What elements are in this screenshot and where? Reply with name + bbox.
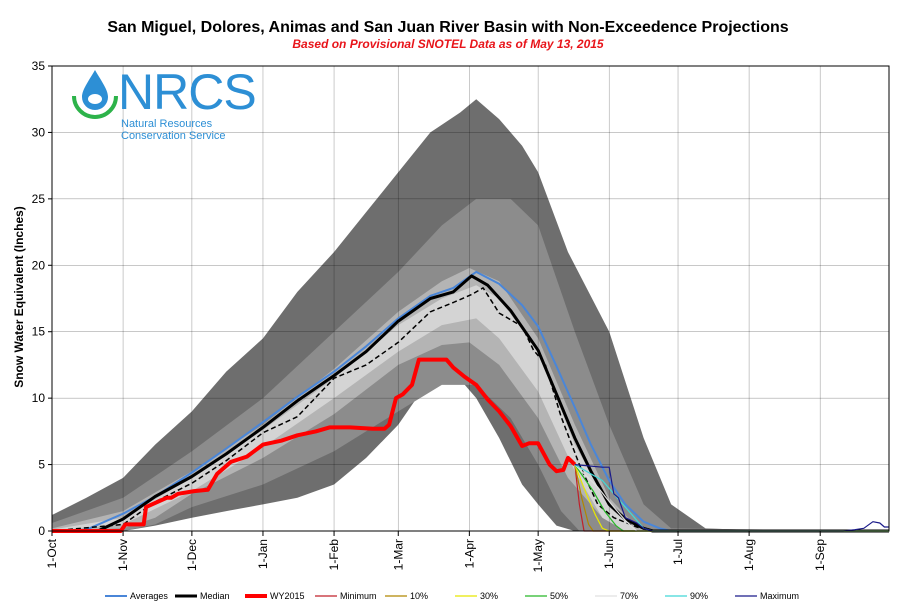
legend-item-wy2015: WY2015 — [245, 591, 305, 601]
y-tick-label: 20 — [32, 258, 46, 272]
legend-label: Maximum — [760, 591, 799, 601]
x-tick-label: 1-Aug — [742, 539, 756, 571]
y-tick-label: 5 — [38, 458, 45, 472]
legend-item-30-: 30% — [455, 591, 498, 601]
gridlines — [52, 66, 889, 531]
series-dashed-median-current-projection- — [51, 287, 889, 532]
legend-label: 10% — [410, 591, 428, 601]
legend-label: 30% — [480, 591, 498, 601]
y-tick-label: 25 — [32, 192, 46, 206]
legend-label: Minimum — [340, 591, 377, 601]
legend-label: 50% — [550, 591, 568, 601]
legend-item-minimum: Minimum — [315, 591, 377, 601]
legend-label: Median — [200, 591, 230, 601]
legend-item-70-: 70% — [595, 591, 638, 601]
chart-title: San Miguel, Dolores, Animas and San Juan… — [107, 19, 788, 36]
legend-item-10-: 10% — [385, 591, 428, 601]
plot-area: 0 5 10 15 20 25 30 35 1-Oct 1-Nov 1-Dec 1-Jan 1-Feb… — [32, 59, 890, 572]
y-axis: 0 5 10 15 20 25 30 35 — [32, 59, 52, 538]
legend-label: 70% — [620, 591, 638, 601]
y-tick-label: 15 — [32, 325, 46, 339]
x-tick-label: 1-Nov — [116, 539, 130, 571]
band-2 — [52, 267, 889, 531]
x-tick-label: 1-Apr — [462, 539, 476, 568]
legend-item-maximum: Maximum — [735, 591, 799, 601]
logo-line2: Conservation Service — [121, 130, 226, 142]
legend-item-median: Median — [175, 591, 230, 601]
x-axis: 1-Oct 1-Nov 1-Dec 1-Jan 1-Feb 1-Mar 1-Apr 1-May… — [45, 531, 827, 572]
x-tick-label: 1-Sep — [813, 539, 827, 571]
logo-line1: Natural Resources — [121, 118, 213, 130]
legend-item-averages: Averages — [105, 591, 168, 601]
x-tick-label: 1-Oct — [45, 538, 59, 568]
legend-item-90-: 90% — [665, 591, 708, 601]
legend-label: Averages — [130, 591, 168, 601]
nrcs-logo: NRCS Natural Resources Conservation Serv… — [72, 64, 257, 142]
x-tick-label: 1-Jan — [256, 539, 270, 569]
legend-item-50-: 50% — [525, 591, 568, 601]
y-tick-label: 30 — [32, 125, 46, 139]
x-tick-label: 1-Dec — [185, 539, 199, 571]
y-tick-label: 10 — [32, 391, 46, 405]
x-tick-label: 1-Mar — [391, 539, 405, 570]
plot-border — [51, 65, 890, 532]
y-tick-label: 35 — [32, 59, 46, 73]
legend: Averages Median WY2015 Minimum 10% 30% 50% 70% 9… — [105, 591, 799, 601]
legend-label: 90% — [690, 591, 708, 601]
y-tick-label: 0 — [38, 524, 45, 538]
x-tick-label: 1-Jun — [602, 539, 616, 569]
leaf-arc-icon — [72, 95, 118, 119]
series-maximum — [574, 464, 889, 532]
logo-wordmark: NRCS — [118, 64, 256, 120]
series-median — [52, 274, 889, 533]
series-wy2015 — [52, 357, 577, 533]
y-axis-label: Snow Water Equivalent (Inches) — [12, 206, 26, 388]
x-tick-label: 1-Jul — [671, 539, 685, 565]
drop-highlight — [88, 94, 102, 104]
x-tick-label: 1-May — [531, 539, 545, 572]
chart-subtitle: Based on Provisional SNOTEL Data as of M… — [292, 37, 604, 51]
legend-label: WY2015 — [270, 591, 305, 601]
x-tick-label: 1-Feb — [327, 539, 341, 571]
